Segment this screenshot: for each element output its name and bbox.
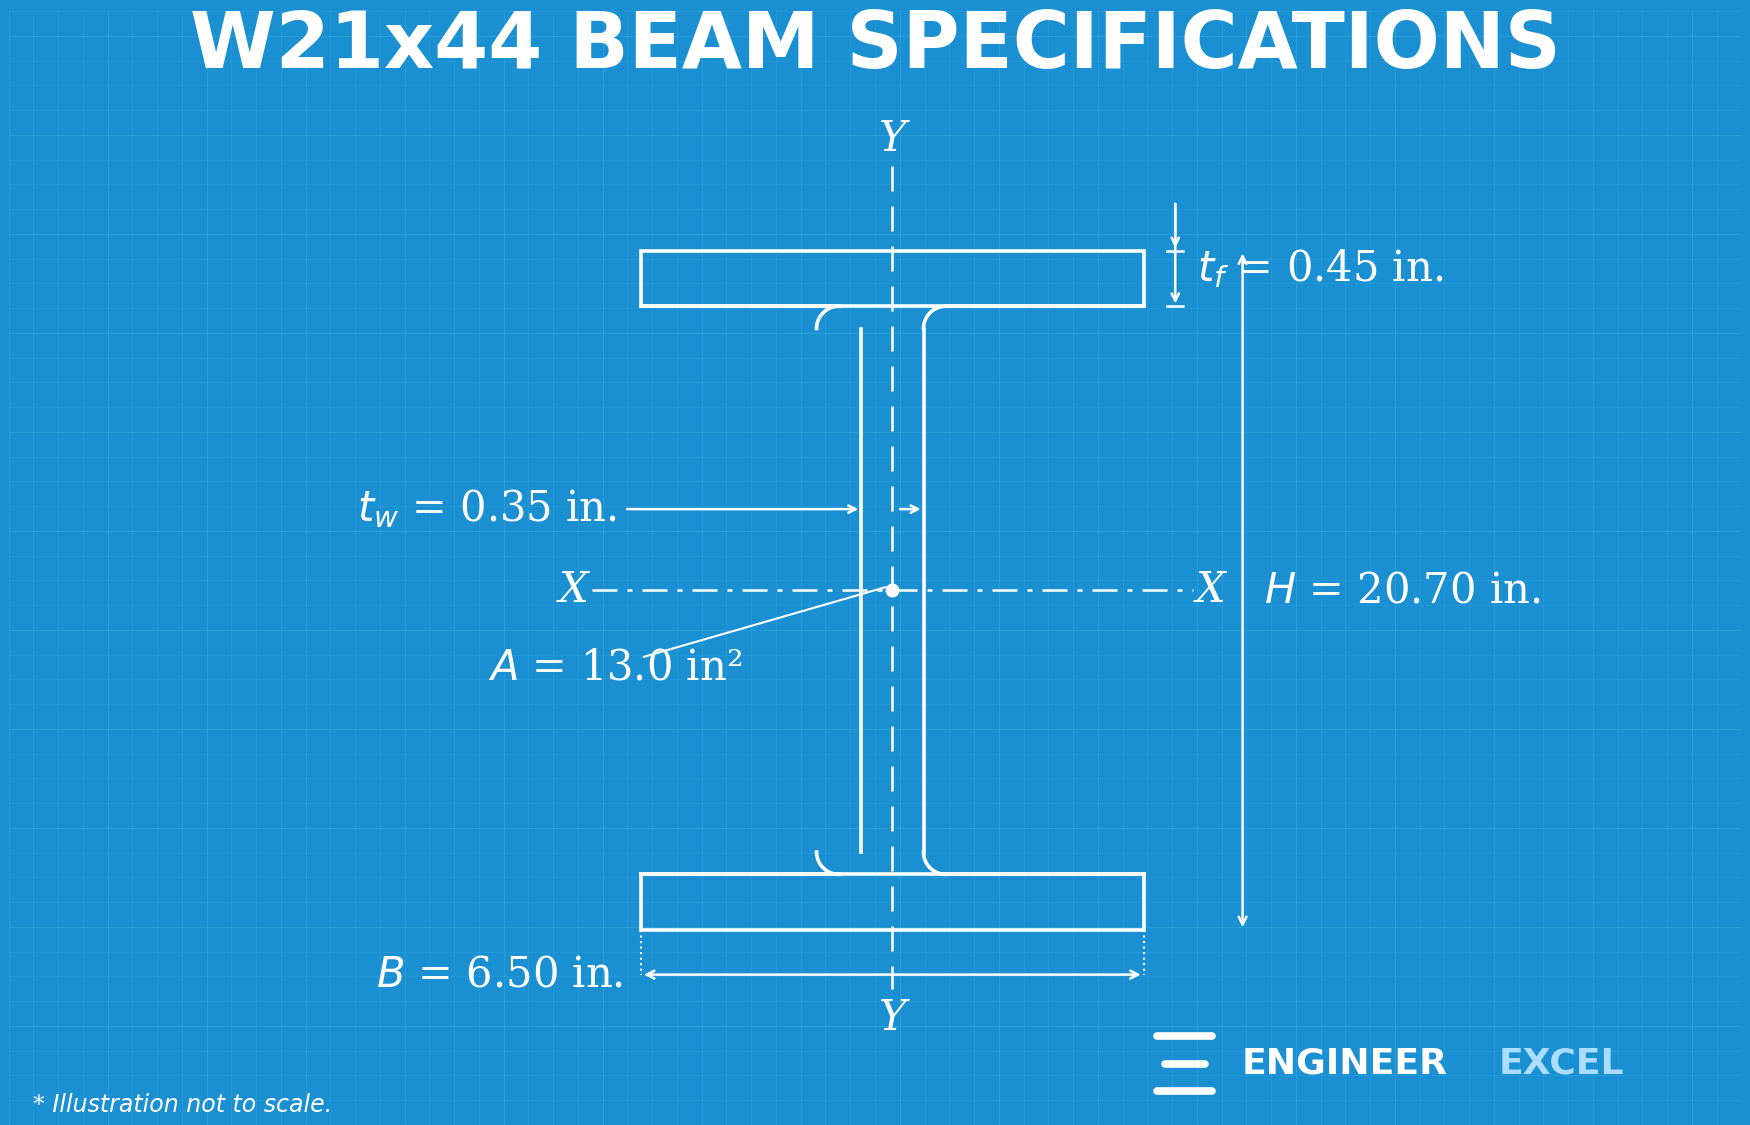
Text: $t_w$ = 0.35 in.: $t_w$ = 0.35 in. <box>357 487 618 531</box>
Text: X: X <box>558 569 588 611</box>
Text: X: X <box>1195 569 1225 611</box>
Text: Y: Y <box>878 998 906 1040</box>
Text: ENGINEER: ENGINEER <box>1241 1046 1447 1081</box>
Text: * Illustration not to scale.: * Illustration not to scale. <box>33 1094 332 1117</box>
Text: W21x44 BEAM SPECIFICATIONS: W21x44 BEAM SPECIFICATIONS <box>189 8 1561 83</box>
Text: EXCEL: EXCEL <box>1498 1046 1624 1081</box>
Text: $t_f$ = 0.45 in.: $t_f$ = 0.45 in. <box>1197 248 1444 290</box>
Text: $B$ = 6.50 in.: $B$ = 6.50 in. <box>376 954 623 996</box>
Text: $H$ = 20.70 in.: $H$ = 20.70 in. <box>1265 569 1540 611</box>
Bar <box>640 874 1143 930</box>
Bar <box>640 251 1143 306</box>
Text: Y: Y <box>878 118 906 161</box>
Text: $A$ = 13.0 in²: $A$ = 13.0 in² <box>488 647 742 688</box>
